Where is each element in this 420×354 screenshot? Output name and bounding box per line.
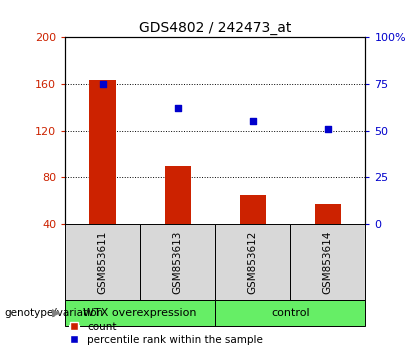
Text: GSM853614: GSM853614 xyxy=(323,230,333,294)
Bar xyxy=(65,224,140,300)
Point xyxy=(99,81,106,87)
Bar xyxy=(89,80,116,224)
Title: GDS4802 / 242473_at: GDS4802 / 242473_at xyxy=(139,21,291,35)
Bar xyxy=(165,166,191,224)
Point xyxy=(249,119,256,124)
Bar xyxy=(315,204,341,224)
Point xyxy=(174,105,181,111)
Text: genotype/variation: genotype/variation xyxy=(4,308,103,318)
Bar xyxy=(65,300,215,326)
Bar xyxy=(215,300,365,326)
Bar xyxy=(215,224,290,300)
Text: WTX overexpression: WTX overexpression xyxy=(84,308,197,318)
Bar xyxy=(140,224,215,300)
Text: ▶: ▶ xyxy=(52,308,61,318)
Text: GSM853613: GSM853613 xyxy=(173,230,183,294)
Bar xyxy=(290,224,365,300)
Legend: count, percentile rank within the sample: count, percentile rank within the sample xyxy=(70,322,263,345)
Text: control: control xyxy=(271,308,310,318)
Text: GSM853611: GSM853611 xyxy=(97,230,108,294)
Text: GSM853612: GSM853612 xyxy=(248,230,258,294)
Bar xyxy=(240,195,266,224)
Point xyxy=(325,126,331,132)
